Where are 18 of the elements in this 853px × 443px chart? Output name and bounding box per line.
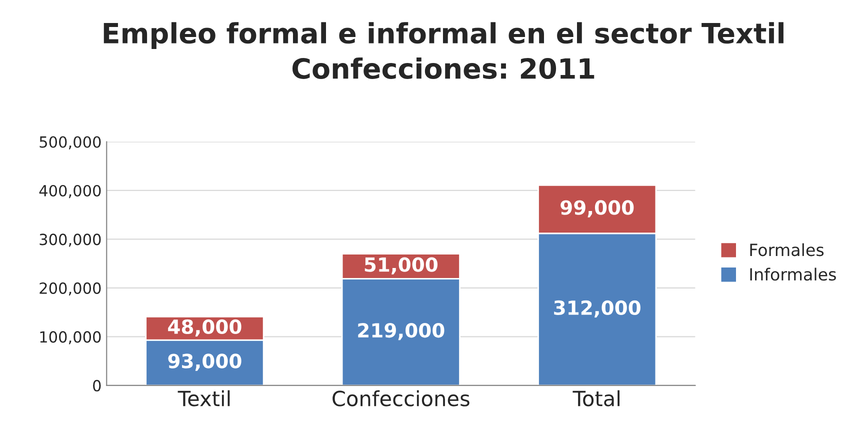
data-label: 93,000 [168, 354, 242, 371]
data-label: 48,000 [168, 319, 242, 337]
x-tick-label: Textil [178, 390, 230, 406]
legend-label: Informales [750, 268, 836, 281]
data-label: 312,000 [554, 300, 640, 318]
legend-label: Formales [750, 243, 824, 256]
y-tick-label: 500,000 [40, 136, 101, 150]
data-label: 99,000 [560, 200, 634, 218]
data-label: 51,000 [364, 257, 438, 274]
x-tick-label: Confecciones [332, 390, 470, 406]
chart-title: Empleo formal e informal en el sector Textil Confecciones: 2011 [104, 22, 784, 79]
data-label: 219,000 [358, 322, 444, 340]
y-tick-label: 400,000 [39, 184, 101, 198]
y-tick-label: 200,000 [40, 282, 101, 296]
y-tick-label: 100,000 [40, 331, 101, 344]
x-tick-label: Total [572, 390, 620, 406]
y-tick-label: 0 [93, 380, 101, 392]
y-tick-label: 300,000 [40, 234, 101, 247]
